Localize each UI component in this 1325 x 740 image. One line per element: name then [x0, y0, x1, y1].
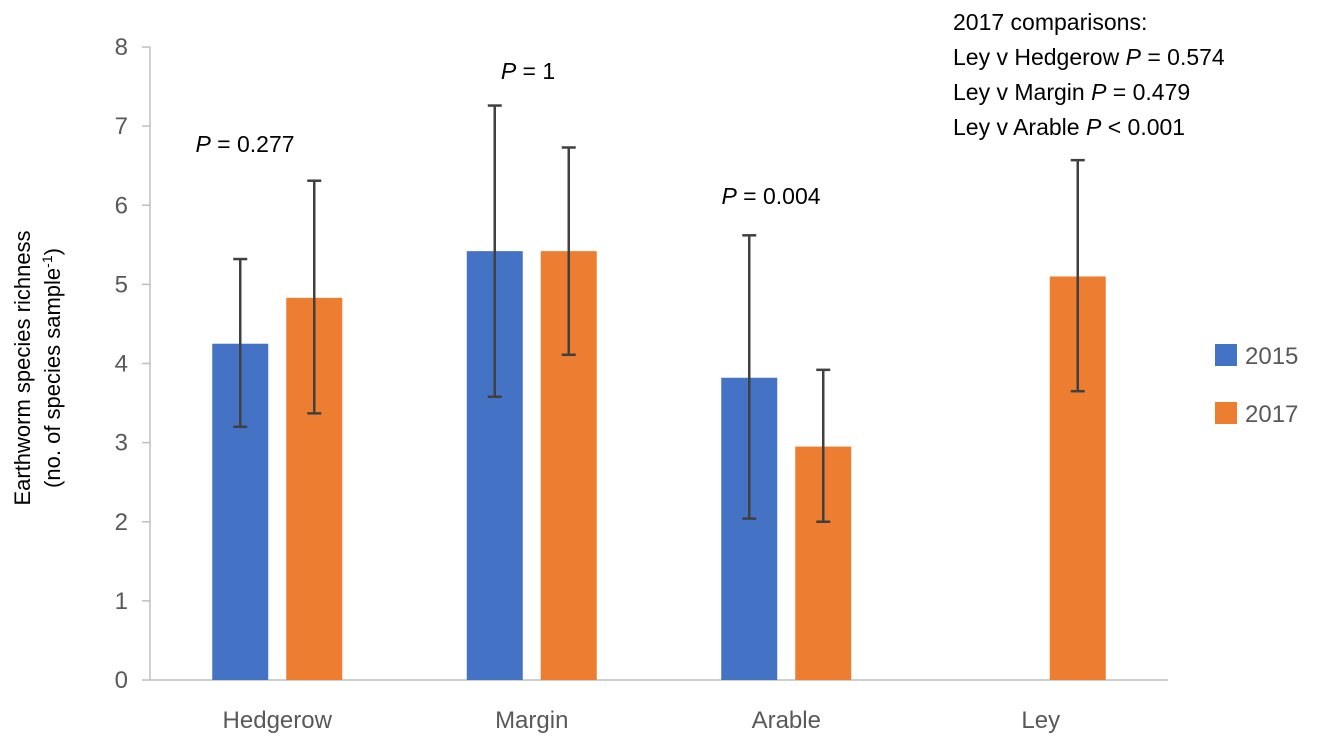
hedgerow-p-annotation: P = 0.277: [195, 131, 294, 157]
x-tick-label: Margin: [495, 707, 568, 734]
x-tick-label: Hedgerow: [223, 707, 333, 734]
legend-swatch-2015: [1215, 344, 1237, 366]
comparison-ley-arable: Ley v Arable P < 0.001: [953, 114, 1185, 140]
arable-p-annotation: P = 0.004: [721, 183, 820, 209]
comparison-ley-margin: Ley v Margin P = 0.479: [953, 79, 1190, 105]
comparisons-title: 2017 comparisons:: [953, 9, 1147, 35]
legend-label-2017: 2017: [1245, 401, 1298, 428]
y-axis-title-superscript: -1: [39, 255, 55, 268]
y-tick-label: 6: [115, 192, 128, 219]
y-tick-label: 7: [115, 113, 128, 140]
comparison-ley-hedgerow: Ley v Hedgerow P = 0.574: [953, 44, 1225, 70]
y-tick-label: 5: [115, 271, 128, 298]
y-axis-title-line1: Earthworm species richness: [10, 230, 35, 505]
y-tick-label: 2: [115, 509, 128, 536]
margin-p-annotation: P = 1: [501, 58, 555, 84]
y-tick-label: 1: [115, 588, 128, 615]
y-tick-label: 0: [115, 667, 128, 694]
y-tick-label: 3: [115, 430, 128, 457]
y-tick-label: 8: [115, 34, 128, 61]
x-tick-label: Arable: [752, 707, 821, 734]
x-tick-label: Ley: [1021, 707, 1060, 734]
legend-label-2015: 2015: [1245, 343, 1298, 370]
legend-swatch-2017: [1215, 402, 1237, 424]
legend: 2015 2017: [1215, 343, 1298, 428]
y-axis-title-line2: (no. of species sample-1): [39, 248, 65, 488]
y-tick-label: 4: [115, 351, 128, 378]
